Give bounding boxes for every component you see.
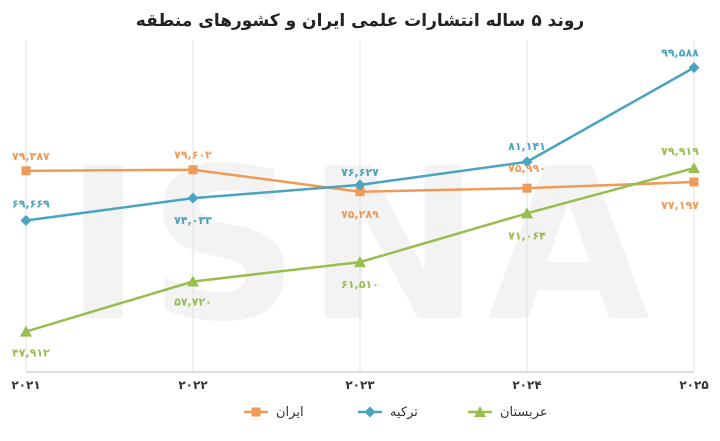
x-tick-label: ۲۰۲۱	[11, 378, 40, 392]
data-label-1-3: ۸۱,۱۴۱	[508, 140, 546, 153]
data-point-2-2	[354, 256, 366, 268]
legend-label: ترکیه	[390, 405, 418, 420]
data-point-0-2	[355, 187, 365, 197]
data-point-1-3	[521, 156, 533, 168]
data-label-2-0: ۴۷,۹۱۲	[12, 347, 50, 360]
data-label-0-0: ۷۹,۳۸۷	[12, 150, 50, 163]
data-label-2-2: ۶۱,۵۱۰	[341, 278, 379, 291]
data-point-0-1	[188, 165, 198, 175]
data-point-2-4	[688, 162, 700, 174]
x-tick-label: ۲۰۲۳	[345, 378, 375, 392]
legend-marker-icon	[364, 406, 376, 418]
data-point-0-3	[522, 183, 532, 193]
data-label-0-1: ۷۹,۶۰۲	[174, 149, 212, 162]
data-point-1-1	[187, 192, 199, 204]
data-label-2-1: ۵۷,۷۲۰	[174, 295, 212, 308]
chart-title: روند ۵ ساله انتشارات علمی ایران و کشورها…	[136, 11, 584, 31]
data-label-1-2: ۷۶,۶۲۷	[341, 166, 379, 179]
data-label-1-1: ۷۴,۰۳۳	[174, 214, 212, 227]
data-point-1-0	[20, 214, 32, 226]
legend-item-2[interactable]: عربستان	[468, 405, 548, 420]
legend-item-0[interactable]: ایران	[244, 405, 304, 420]
data-point-1-2	[354, 179, 366, 191]
data-label-2-4: ۷۹,۹۱۹	[661, 145, 699, 158]
x-tick-label: ۲۰۲۲	[178, 378, 208, 392]
data-label-0-2: ۷۵,۲۸۹	[341, 208, 379, 221]
legend-item-1[interactable]: ترکیه	[358, 405, 418, 420]
data-point-0-0	[21, 166, 31, 176]
legend-marker-icon	[251, 407, 261, 417]
legend-label: ایران	[276, 405, 304, 420]
watermark: ISNA	[64, 123, 656, 368]
data-point-2-1	[187, 275, 199, 287]
data-point-1-4	[688, 62, 700, 74]
data-label-2-3: ۷۱,۰۶۴	[508, 229, 546, 242]
x-tick-label: ۲۰۲۴	[512, 378, 541, 392]
data-label-0-3: ۷۵,۹۹۰	[508, 162, 546, 175]
data-label-1-0: ۶۹,۶۶۹	[12, 197, 50, 210]
data-label-0-4: ۷۷,۱۹۷	[661, 199, 699, 212]
legend-marker-icon	[474, 406, 486, 417]
data-label-1-4: ۹۹,۵۸۸	[661, 47, 699, 60]
data-point-2-3	[521, 207, 533, 219]
legend-label: عربستان	[500, 405, 548, 420]
data-point-0-4	[689, 177, 699, 187]
data-point-2-0	[20, 325, 32, 337]
x-tick-label: ۲۰۲۵	[679, 378, 708, 392]
